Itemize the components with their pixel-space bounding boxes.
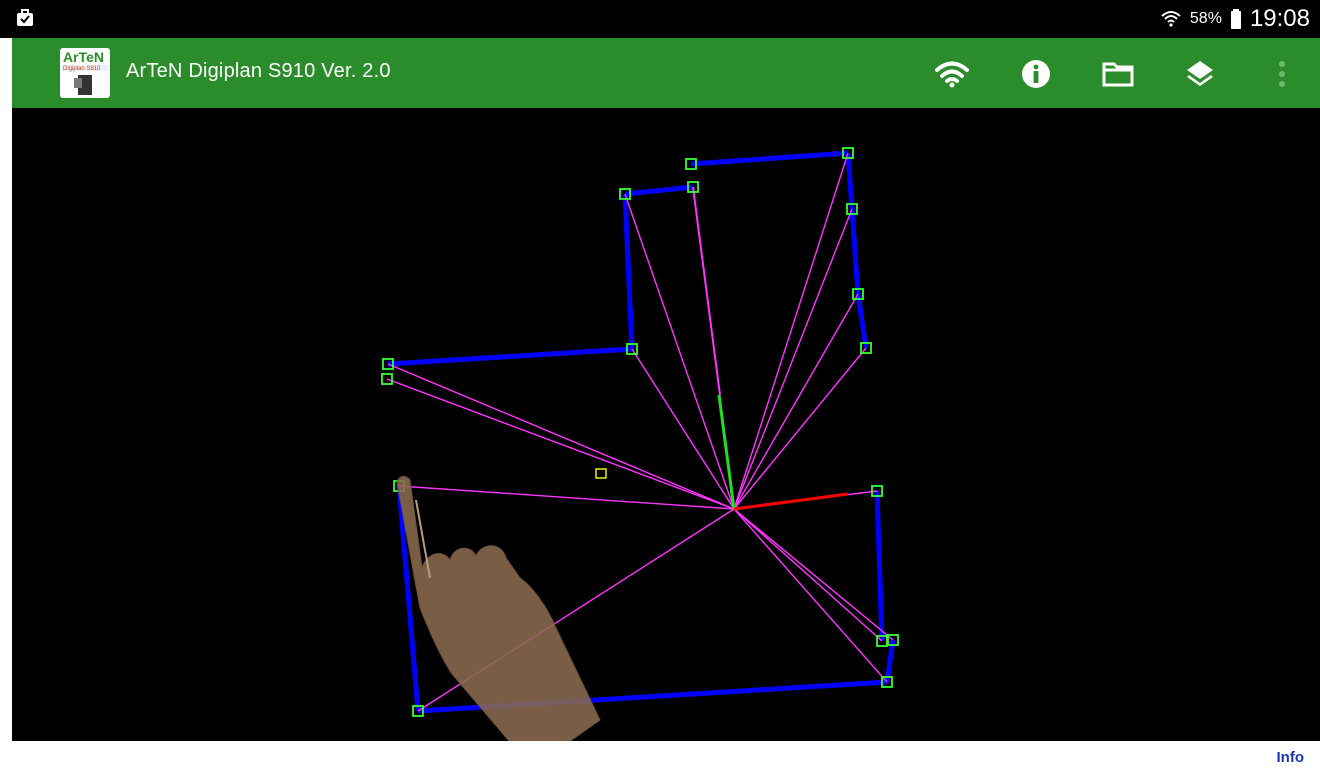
vertex-marker[interactable] [381,373,393,385]
floor-plan-drawing[interactable] [12,108,1320,741]
vertex-marker[interactable] [687,181,699,193]
vertex-marker[interactable] [881,676,893,688]
wall-segment [849,208,861,295]
info-button[interactable] [1016,54,1056,94]
logo-text-arten: ArTeN [63,49,104,65]
measurement-ray [733,152,849,510]
marker-layer [595,468,607,479]
vertex-marker[interactable] [860,342,872,354]
wall-segment [690,150,849,167]
measurement-ray [733,347,867,510]
overflow-menu-button[interactable] [1262,54,1302,94]
measurement-rays-layer [386,152,894,712]
axes-layer [717,394,849,511]
info-icon [1022,60,1050,88]
info-link[interactable]: Info [1276,749,1305,766]
vertex-marker[interactable] [842,147,854,159]
battery-percent: 58% [1189,10,1222,27]
notification-icon [14,7,36,29]
measurement-ray [733,208,853,510]
folder-icon [1102,62,1134,87]
layers-button[interactable] [1180,54,1220,94]
wall-segment [884,639,896,683]
layers-icon [1187,61,1213,86]
measurement-ray [733,508,883,642]
wifi-signal-icon [1160,8,1182,30]
wall-segment [874,490,885,642]
measurement-ray [398,485,735,510]
clock: 19:08 [1249,5,1310,32]
vertex-marker[interactable] [619,188,631,200]
wall-segment [845,152,855,210]
status-bar: 58% 19:08 [0,0,1320,38]
bottom-bar: Info [0,741,1320,774]
status-indicators: 58% 19:08 [1160,0,1310,38]
axis-x-line [733,492,849,511]
measurement-ray [692,186,721,396]
measurement-ray [624,193,735,510]
vertex-marker[interactable] [846,203,858,215]
wifi-icon [935,61,969,88]
vertex-marker[interactable] [876,635,888,647]
vertex-marker[interactable] [685,158,697,170]
wall-segment [855,293,869,349]
measurement-ray [733,293,859,510]
measurement-ray [733,508,894,641]
logo-text-digiplan: Digiplan S910 [63,66,101,72]
vertex-marker[interactable] [412,705,424,717]
wall-segment [396,485,421,712]
wifi-button[interactable] [932,54,972,94]
axis-y-line [717,394,736,510]
measurement-ray [386,378,735,510]
overflow-menu-icon [1279,61,1285,87]
measurement-ray [733,508,888,683]
drawing-canvas[interactable] [12,108,1320,741]
vertex-marker[interactable] [871,485,883,497]
walls-layer [387,150,896,714]
measurement-ray [631,348,735,510]
wall-segment [622,193,635,350]
position-marker [595,468,607,479]
wall-segment [624,184,694,197]
app-title: ArTeN Digiplan S910 Ver. 2.0 [126,60,391,82]
folder-button[interactable] [1098,54,1138,94]
app-bar: ArTeN Digiplan S910 ArTeN Digiplan S910 … [12,38,1320,108]
vertex-marker[interactable] [887,634,899,646]
battery-icon [1230,8,1242,30]
app-logo: ArTeN Digiplan S910 [60,48,110,98]
vertex-marker[interactable] [382,358,394,370]
measurement-ray [387,363,735,510]
vertex-marker[interactable] [852,288,864,300]
touch-hand-icon [396,475,601,741]
vertex-marker[interactable] [626,343,638,355]
wall-segment [387,346,633,367]
